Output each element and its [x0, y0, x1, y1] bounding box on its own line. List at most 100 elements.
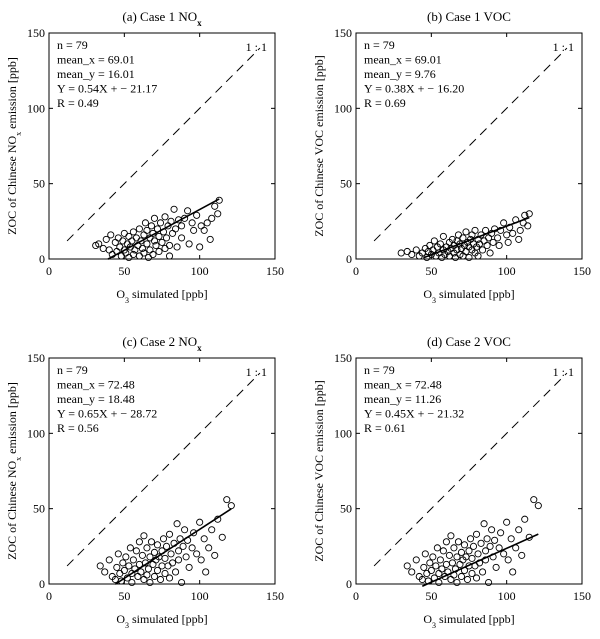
one-to-one-label: 1 : 1 [553, 365, 574, 379]
x-tick-label: 150 [266, 589, 284, 603]
data-point [472, 530, 481, 538]
data-point [129, 228, 137, 236]
data-point [116, 243, 124, 251]
text-span: mean_x = 72.48 [57, 378, 135, 392]
text-span: 0 [353, 589, 359, 603]
data-point [412, 246, 420, 254]
data-point [534, 502, 542, 510]
x-axis-label: O3 simulated [ppb] [116, 287, 207, 305]
x-tick-label: 0 [353, 264, 359, 278]
text-span: mean_y = 9.76 [364, 67, 436, 81]
data-point [450, 544, 458, 552]
y-tick-label: 100 [334, 101, 352, 115]
data-point [161, 244, 169, 253]
data-point [197, 222, 205, 230]
data-point [167, 550, 175, 558]
data-point [420, 563, 428, 571]
text-span: O [116, 612, 125, 626]
data-point [119, 237, 127, 245]
text-span: 0 [346, 252, 352, 266]
data-point [530, 496, 538, 504]
text-span: R = 0.49 [57, 96, 99, 110]
data-point [427, 566, 435, 574]
stats-line: mean_x = 69.01 [57, 53, 135, 67]
data-point [489, 238, 497, 246]
text-span: mean_y = 11.26 [364, 392, 441, 406]
x-axis-label: O3 simulated [ppb] [116, 612, 207, 630]
data-point [182, 553, 190, 561]
text-span: (c) Case 2 NO [122, 334, 197, 349]
text-span: mean_x = 69.01 [57, 53, 135, 67]
data-point [509, 229, 517, 237]
text-span: 50 [118, 589, 130, 603]
data-point [172, 568, 180, 576]
x-tick-label: 150 [573, 264, 591, 278]
stats-line: Y = 0.38X + − 16.20 [364, 82, 464, 96]
one-to-one-line [373, 372, 568, 567]
text-span: 1 : 1 [553, 40, 574, 54]
stats-line: Y = 0.65X + − 28.72 [57, 407, 157, 421]
data-point [439, 547, 447, 555]
chart-title: (c) Case 2 NOx [122, 334, 202, 353]
data-point [135, 252, 143, 260]
text-span: 0 [46, 264, 52, 278]
data-point [408, 568, 416, 576]
data-point [190, 226, 198, 234]
data-point [101, 568, 109, 576]
data-point [96, 562, 104, 570]
y-tick-label: 150 [27, 351, 45, 365]
data-point [515, 235, 523, 243]
data-point [457, 548, 466, 556]
data-point [126, 544, 134, 552]
data-point [448, 559, 456, 567]
stats-line: mean_y = 11.26 [364, 392, 441, 406]
text-span: 100 [27, 426, 45, 440]
stats-line: n = 79 [364, 363, 395, 377]
text-span: mean_y = 18.48 [57, 392, 135, 406]
data-point [147, 538, 156, 546]
y-axis-label: ZOC of Chinese VOC emission [ppb] [312, 380, 326, 561]
text-span: simulated [ppb] [129, 287, 208, 301]
data-point [164, 562, 172, 570]
data-point [488, 526, 496, 534]
data-point [403, 247, 411, 256]
text-span: 150 [27, 351, 45, 365]
data-point [524, 222, 532, 230]
data-point [460, 541, 469, 549]
data-point [140, 231, 148, 239]
data-point [466, 535, 475, 543]
data-point [432, 562, 440, 570]
x-tick-label: 100 [498, 589, 516, 603]
x-axis-label: O3 simulated [ppb] [423, 612, 514, 630]
data-point [134, 572, 142, 581]
text-span: 50 [340, 177, 352, 191]
data-point [462, 247, 470, 256]
data-point [503, 231, 511, 239]
text-span: ZOC of Chinese VOC emission [ppb] [312, 55, 326, 236]
data-point [132, 234, 140, 242]
data-point [412, 556, 420, 564]
chart-title: (b) Case 1 VOC [427, 9, 511, 24]
data-point [165, 241, 174, 249]
data-point [454, 231, 463, 239]
data-point [521, 211, 529, 219]
text-span: (d) Case 2 VOC [427, 334, 511, 349]
x-tick-label: 50 [425, 589, 437, 603]
data-point [129, 556, 137, 564]
data-point [465, 547, 473, 555]
text-span: Y = 0.38X + − 16.20 [364, 82, 464, 96]
text-span: n = 79 [57, 38, 88, 52]
y-tick-label: 50 [340, 177, 352, 191]
data-point [525, 210, 533, 218]
one-to-one-line [66, 47, 261, 242]
data-point [447, 575, 455, 584]
plot-frame [355, 32, 583, 260]
stats-line: Y = 0.54X + − 21.17 [57, 82, 157, 96]
text-span: (a) Case 1 NO [122, 9, 197, 24]
stats-line: mean_x = 72.48 [57, 378, 135, 392]
data-point [456, 240, 464, 248]
text-span: 1 : 1 [553, 365, 574, 379]
data-point [144, 565, 152, 573]
